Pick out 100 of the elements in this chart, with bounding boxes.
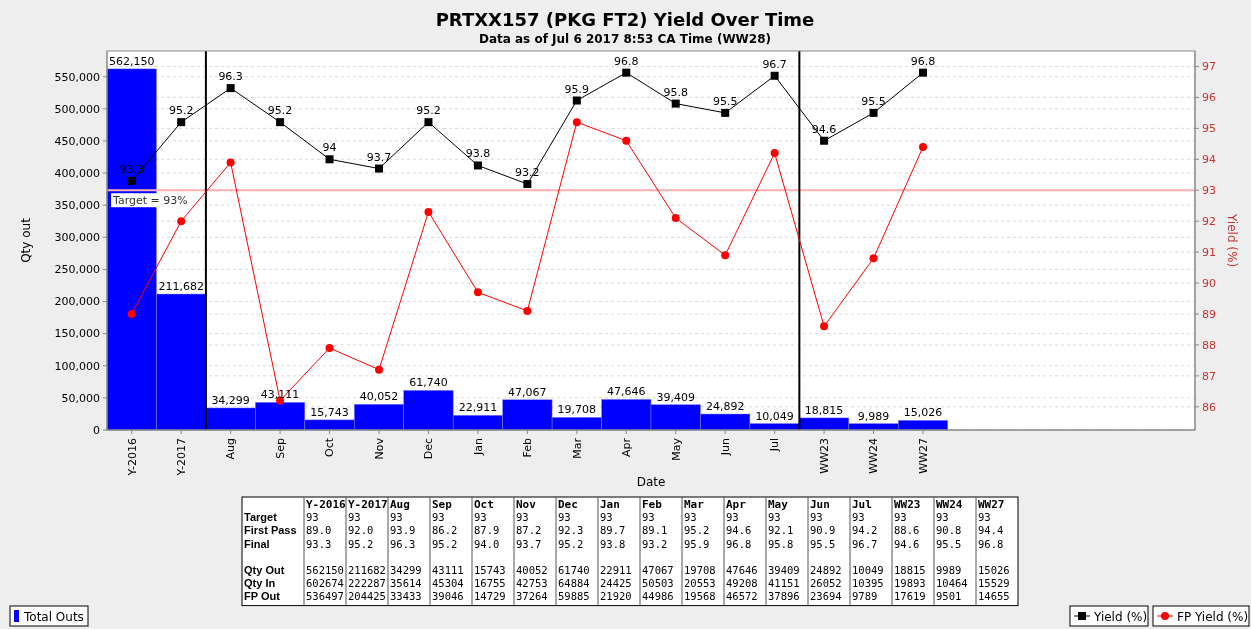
- category-label: Jan: [600, 498, 620, 511]
- data-label: 93: [852, 511, 865, 524]
- legend-label: FP Yield (%): [1177, 610, 1249, 624]
- data-label: 95.2: [348, 537, 374, 550]
- y-tick-label: 150,000: [54, 327, 100, 341]
- point: [523, 306, 532, 315]
- data-label: 93: [600, 511, 613, 524]
- y2-tick-label: 87: [1202, 369, 1216, 383]
- point: [226, 84, 235, 93]
- data-label: 40052: [516, 564, 548, 576]
- x-tick-label: Feb: [521, 437, 535, 458]
- x-tick-label: Sep: [273, 437, 287, 459]
- data-label: 95.8: [663, 85, 688, 99]
- point: [523, 180, 532, 189]
- data-label: 95.2: [267, 104, 293, 118]
- data-label: 22911: [600, 564, 632, 576]
- y2-tick-label: 91: [1202, 245, 1216, 259]
- y2-axis-title: Yield (%): [1225, 212, 1239, 268]
- data-label: 95.8: [768, 537, 794, 550]
- data-label: 95.5: [712, 94, 738, 108]
- data-label: 96.3: [218, 70, 243, 84]
- data-label: 204425: [348, 590, 386, 603]
- point: [820, 136, 829, 145]
- data-label: 95.2: [684, 524, 710, 537]
- data-label: 93: [936, 511, 949, 524]
- x-tick-label: Jan: [471, 437, 485, 456]
- x-tick-label: WW23: [817, 438, 831, 474]
- data-label: 93: [894, 511, 907, 524]
- data-label: 96.8: [910, 54, 936, 68]
- y2-tick-label: 93: [1202, 184, 1216, 198]
- data-label: 211682: [348, 564, 386, 576]
- legend-label: Yield (%): [1093, 610, 1148, 624]
- data-label: 93: [306, 511, 319, 524]
- data-label: 93: [684, 511, 697, 524]
- data-label: 89.1: [642, 524, 668, 537]
- data-label: 88.6: [894, 524, 920, 537]
- category-label: May: [768, 498, 789, 511]
- y2-tick-label: 92: [1202, 215, 1216, 229]
- data-label: 95.2: [558, 537, 584, 550]
- category-label: Y-2017: [348, 498, 388, 511]
- point: [770, 149, 779, 158]
- data-label: 35614: [390, 577, 422, 590]
- data-label: 41151: [768, 577, 800, 590]
- x-tick-label: May: [669, 437, 683, 461]
- data-label: 93.8: [465, 147, 491, 161]
- point: [721, 251, 730, 260]
- x-tick-label: Y-2017: [175, 438, 189, 477]
- x-tick-label: Nov: [372, 437, 386, 460]
- data-label: 93.7: [516, 537, 542, 550]
- y-tick-label: 300,000: [54, 231, 100, 245]
- point: [127, 176, 136, 185]
- data-label: 39046: [432, 590, 464, 603]
- data-label: 15743: [474, 564, 506, 576]
- category-label: Apr: [726, 498, 747, 511]
- data-label: 47,646: [607, 385, 646, 399]
- y2-tick-label: 97: [1202, 60, 1216, 74]
- data-label: 9,989: [857, 409, 890, 423]
- data-label: 19568: [684, 590, 716, 603]
- category-label: WW24: [936, 498, 963, 511]
- point: [276, 118, 285, 127]
- data-label: 14729: [474, 590, 506, 603]
- data-label: 39,409: [656, 390, 695, 404]
- data-label: 9989: [936, 564, 962, 576]
- chart-title: PRTXX157 (PKG FT2) Yield Over Time: [435, 9, 815, 30]
- point: [473, 288, 482, 297]
- point: [622, 136, 631, 145]
- y2-tick-label: 95: [1202, 122, 1216, 136]
- data-label: 9789: [852, 590, 878, 603]
- data-label: 18,815: [804, 403, 844, 417]
- text: Qty In: [244, 577, 276, 590]
- point: [721, 108, 730, 117]
- point: [127, 309, 136, 318]
- point: [671, 99, 680, 108]
- data-label: 96.8: [978, 537, 1004, 550]
- text: First Pass: [244, 524, 297, 537]
- category-label: Jun: [810, 498, 830, 511]
- data-label: 95.9: [684, 537, 710, 550]
- data-label: 94.2: [852, 524, 878, 537]
- y-axis-title: Qty out: [19, 217, 33, 263]
- data-label: 23694: [810, 590, 842, 603]
- data-label: 93.9: [390, 524, 416, 537]
- point: [770, 71, 779, 80]
- point: [375, 164, 383, 173]
- point: [177, 217, 186, 226]
- point: [572, 96, 581, 105]
- data-label: 94.0: [474, 537, 500, 550]
- data-label: 43111: [432, 564, 464, 576]
- x-axis-title: Date: [636, 475, 666, 489]
- point: [622, 68, 631, 77]
- data-label: 93: [642, 511, 655, 524]
- y2-tick-label: 88: [1202, 338, 1216, 352]
- category-label: Y-2016: [306, 498, 347, 511]
- data-label: 222287: [348, 577, 386, 590]
- data-label: 15,743: [310, 405, 349, 419]
- data-label: 17619: [894, 590, 926, 603]
- point: [177, 118, 186, 127]
- text: Qty Out: [244, 564, 285, 576]
- x-tick-label: Aug: [224, 438, 238, 460]
- y-tick-label: 250,000: [54, 263, 100, 277]
- data-label: 602674: [306, 577, 344, 590]
